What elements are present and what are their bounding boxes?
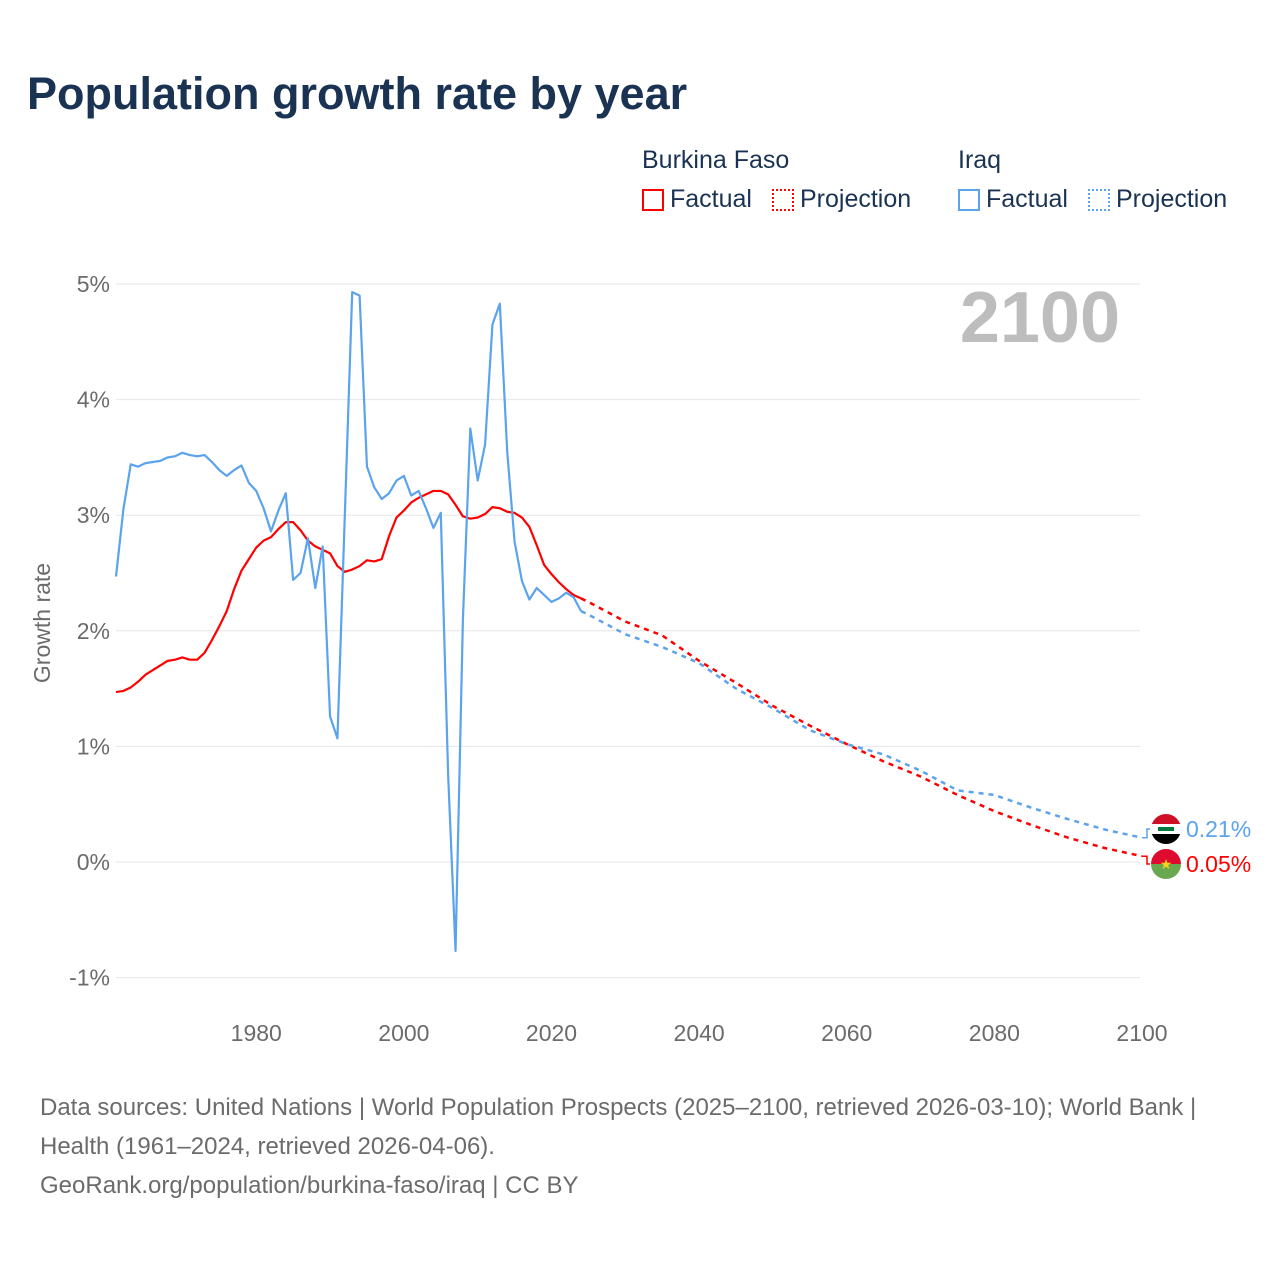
legend-item-projection[interactable]: Projection: [1087, 185, 1228, 214]
y-tick-label: 4%: [77, 387, 110, 413]
legend-burkina-faso: Burkina Faso Factual Projection: [642, 146, 925, 214]
x-tick-label: 2060: [821, 1020, 872, 1046]
data-sources: Data sources: United Nations | World Pop…: [40, 1094, 1197, 1160]
solid-swatch-icon: [642, 188, 664, 211]
legend-label: Projection: [799, 185, 912, 213]
y-tick-label: 2%: [77, 618, 110, 644]
solid-swatch-icon: [958, 188, 980, 211]
flag-stripe-green: [1151, 864, 1181, 879]
burkina-faso-projection-line: [580, 597, 1143, 858]
iraq-projection-line: [580, 610, 1143, 839]
legend-item-projection[interactable]: Projection: [771, 185, 912, 214]
flag-stripe-red: [1151, 849, 1181, 864]
x-tick-label: 2080: [969, 1020, 1020, 1046]
y-tick-label: 1%: [77, 733, 110, 759]
iraq-end-label: 0.21%: [1186, 816, 1251, 842]
legend-label: Projection: [1115, 185, 1228, 213]
burkina-faso-end-label: 0.05%: [1186, 851, 1251, 877]
x-tick-label: 2040: [674, 1020, 725, 1046]
legend-label: Factual: [986, 185, 1068, 213]
legend-country-name: Iraq: [958, 146, 1002, 174]
burkina-faso-flag-icon: ★: [1151, 849, 1181, 879]
end-connector: [1142, 855, 1150, 865]
y-axis-label: Growth rate: [29, 563, 55, 683]
legend-iraq: Iraq Factual Projection: [958, 146, 1241, 214]
legend-country-name: Burkina Faso: [642, 146, 790, 174]
iraq-factual-line: [114, 290, 582, 953]
y-tick-label: -1%: [69, 965, 110, 991]
x-tick-label: 2100: [1116, 1020, 1167, 1046]
footer: Data sources: United Nations | World Pop…: [40, 1088, 1240, 1205]
chart-title: Population growth rate by year: [27, 68, 688, 119]
flag-body: [1151, 814, 1181, 844]
x-tick-label: 2000: [378, 1020, 429, 1046]
y-tick-label: 3%: [77, 502, 110, 528]
legend-item-factual[interactable]: Factual: [958, 185, 1068, 214]
y-tick-label: 5%: [77, 271, 110, 297]
burkina-faso-factual-line: [115, 489, 582, 694]
dotted-swatch-icon: [771, 188, 794, 211]
iraq-flag-icon: [1151, 814, 1181, 844]
star-icon: ★: [1160, 856, 1173, 872]
x-tick-label: 2020: [526, 1020, 577, 1046]
credit-link[interactable]: GeoRank.org/population/burkina-faso/iraq…: [40, 1172, 579, 1199]
dotted-swatch-icon: [1087, 188, 1110, 211]
legend-item-factual[interactable]: Factual: [642, 185, 752, 214]
x-tick-label: 1980: [231, 1020, 282, 1046]
y-tick-label: 0%: [77, 849, 110, 875]
flag-body: ★: [1151, 849, 1181, 879]
flag-script: [1158, 827, 1174, 831]
line-chart: -1% 0% 1% 2% 3% 4% 5% 1980 2000 2020 2040 2060 2080 2…: [29, 271, 1251, 1046]
legend-label: Factual: [670, 185, 752, 213]
flag-stripe-red: [1151, 814, 1181, 824]
year-overlay: 2100: [960, 278, 1120, 358]
flag-stripe-black: [1151, 834, 1181, 844]
end-connector: [1142, 828, 1150, 839]
